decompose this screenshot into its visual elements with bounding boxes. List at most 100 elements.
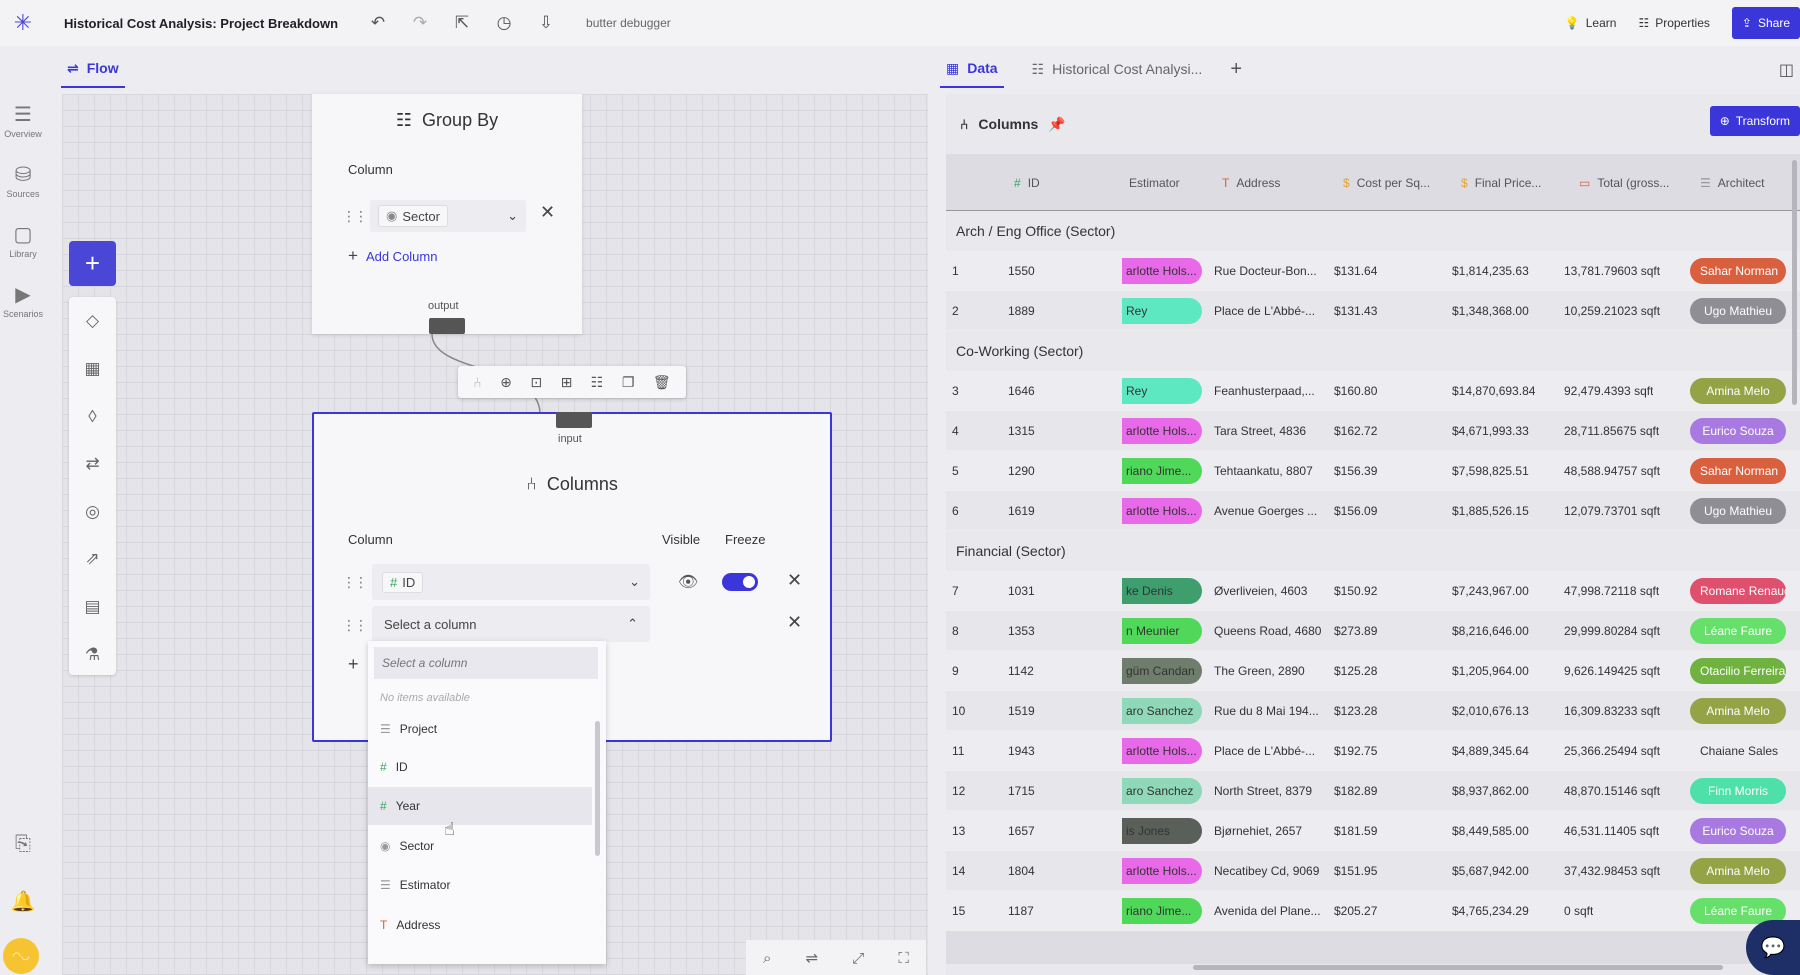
drag-handle-icon[interactable]: ⋮⋮ [342,574,368,590]
table-row[interactable]: 9 1142 güm Candan The Green, 2890 $125.28 $1,… [946,651,1800,691]
share-button[interactable]: ⇪ Share [1731,7,1800,39]
header-address[interactable]: T Address [1222,154,1280,211]
dropdown-scrollbar[interactable] [595,721,600,856]
duplicate-icon[interactable]: ❐ [621,373,635,390]
dropdown-item-year[interactable]: # Year [368,787,592,825]
estimator-pill[interactable]: arlotte Hols... [1122,858,1202,884]
architect-pill[interactable]: Léane Faure [1690,898,1786,924]
architect-pill[interactable]: Chaiane Sales [1700,744,1779,758]
dropdown-item-address[interactable]: T Address [368,906,592,944]
grid-vertical-scrollbar[interactable] [1792,160,1797,405]
external-link-icon[interactable]: ⇗ [85,549,100,568]
tab-flow[interactable]: ⇌ Flow [61,50,125,88]
table-icon[interactable]: ▦ [84,359,101,378]
architect-pill[interactable]: Romane Renaud [1690,578,1786,604]
freeze-toggle[interactable] [722,573,758,591]
architect-pill[interactable]: Finn Morris [1690,778,1786,804]
estimator-pill[interactable]: güm Candan [1122,658,1202,684]
header-total[interactable]: ▭ Total (gross... [1579,154,1669,211]
architect-pill[interactable]: Ugo Mathieu [1690,498,1786,524]
tab-analysis[interactable]: ☷ Historical Cost Analysi... [1032,50,1203,88]
download-icon[interactable]: ⇩ [538,13,554,32]
redo-icon[interactable]: ↷ [412,13,428,32]
tab-data[interactable]: ▦ Data [940,50,1004,88]
estimator-pill[interactable]: aro Sanchez [1122,698,1202,724]
nav-overview[interactable]: ☰ Overview [0,102,46,139]
zoom-icon[interactable]: ⌕ [763,949,772,967]
table-row[interactable]: 11 1943 arlotte Hols... Place de L'Abbé-...… [946,731,1800,771]
table-row[interactable]: 8 1353 n Meunier Queens Road, 4680 $273.89 $8… [946,611,1800,651]
undo-icon[interactable]: ↶ [370,13,386,32]
header-id[interactable]: # ID [1014,154,1040,211]
columns-icon[interactable]: ⑃ [473,374,482,390]
estimator-pill[interactable]: arlotte Hols... [1122,258,1202,284]
architect-pill[interactable]: Sahar Norman [1690,458,1786,484]
table-row[interactable]: 4 1315 arlotte Hols... Tara Street, 4836 $16… [946,411,1800,451]
architect-pill[interactable]: Amina Melo [1690,378,1786,404]
estimator-pill[interactable]: riano Jime... [1122,458,1202,484]
architect-pill[interactable]: Otacilio Ferreira [1690,658,1786,684]
table-row[interactable]: 12 1715 aro Sanchez North Street, 8379 $182.… [946,771,1800,811]
chart-icon[interactable]: ⊡ [530,373,543,390]
estimator-pill[interactable]: riano Jime... [1122,898,1202,924]
calendar-icon[interactable]: ▤ [84,597,101,616]
table-row[interactable]: 2 1889 Rey Place de L'Abbé-... $131.43 $1,348… [946,291,1800,331]
flask-icon[interactable]: ⚗ [84,645,101,664]
architect-pill[interactable]: Eurico Souza [1690,418,1786,444]
header-estimator[interactable]: Estimator [1129,154,1180,211]
table-row[interactable]: 10 1519 aro Sanchez Rue du 8 Mai 194... $123… [946,691,1800,731]
remove-group-column-button[interactable]: ✕ [540,202,556,222]
drag-handle-icon[interactable]: ⋮⋮ [342,208,368,224]
table-row[interactable]: 14 1804 arlotte Hols... Necatibey Cd, 9069 $… [946,851,1800,891]
architect-pill[interactable]: Amina Melo [1690,858,1786,884]
dropdown-item-project[interactable]: ☰ Project [368,710,592,748]
estimator-pill[interactable]: arlotte Hols... [1122,418,1202,444]
estimator-pill[interactable]: Rey [1122,298,1202,324]
nav-docs[interactable]: ⎘ [0,833,46,858]
transform-button[interactable]: ⊕ Transform [1709,106,1800,136]
grid-horizontal-scrollbar[interactable] [1193,965,1723,970]
properties-button[interactable]: ☷ Properties [1638,16,1709,30]
architect-pill[interactable]: Ugo Mathieu [1690,298,1786,324]
estimator-pill[interactable]: ke Denis [1122,578,1202,604]
table-row[interactable]: 6 1619 arlotte Hols... Avenue Goerges ... $1… [946,491,1800,531]
group-by-node[interactable]: ☷ Group By Column ⋮⋮ ◉ Sector ⌄ ✕ + Add … [312,94,582,334]
estimator-pill[interactable]: arlotte Hols... [1122,738,1202,764]
trash-icon[interactable]: 🗑 [652,373,671,390]
add-icon[interactable]: ⊕ [500,373,512,390]
pin-icon[interactable]: 📌 [1048,115,1066,132]
dropdown-search-input[interactable] [374,647,598,679]
group-row[interactable]: Financial (Sector) [946,531,1800,571]
learn-button[interactable]: 💡 Learn [1565,16,1617,30]
architect-pill[interactable]: Amina Melo [1690,698,1786,724]
fit-icon[interactable]: ⤢ [852,949,865,967]
group-by-column-select[interactable]: ◉ Sector ⌄ [370,200,526,232]
input-port[interactable] [556,412,592,428]
dropdown-item-sector[interactable]: ◉ Sector [368,827,592,865]
transform-icon[interactable]: ⇄ [85,454,100,473]
eye-icon[interactable]: 👁 [678,574,699,591]
nav-notifications[interactable]: 🔔 [0,889,46,916]
app-logo-icon[interactable]: ✳ [13,10,33,35]
avatar[interactable]: ◠◡ [3,938,39,974]
header-cost[interactable]: $ Cost per Sq... [1343,154,1430,211]
drag-handle-icon[interactable]: ⋮⋮ [342,617,368,633]
header-final-price[interactable]: $ Final Price... [1461,154,1541,211]
add-tab-button[interactable]: + [1230,57,1243,80]
chat-icon[interactable]: 💬 [1746,920,1800,975]
estimator-pill[interactable]: n Meunier [1122,618,1202,644]
table-row[interactable]: 1 1550 arlotte Hols... Rue Docteur-Bon... $1… [946,251,1800,291]
debugger-label[interactable]: butter debugger [586,16,671,30]
insert-icon[interactable]: ⊞ [560,373,573,390]
add-column-button[interactable]: + Add Column [348,246,437,266]
table-row[interactable]: 15 1187 riano Jime... Avenida del Plane... $… [946,891,1800,931]
remove-new-column-button[interactable]: ✕ [787,612,803,632]
architect-pill[interactable]: Sahar Norman [1690,258,1786,284]
architect-pill[interactable]: Eurico Souza [1690,818,1786,844]
architect-pill[interactable]: Léane Faure [1690,618,1786,644]
column-select-id[interactable]: # ID ⌄ [372,564,650,600]
table-row[interactable]: 5 1290 riano Jime... Tehtaankatu, 8807 $156.… [946,451,1800,491]
add-node-button[interactable]: + [69,241,116,286]
layout-icon[interactable]: ⇌ [805,950,819,967]
dropdown-item-estimator[interactable]: ☰ Estimator [368,866,592,904]
